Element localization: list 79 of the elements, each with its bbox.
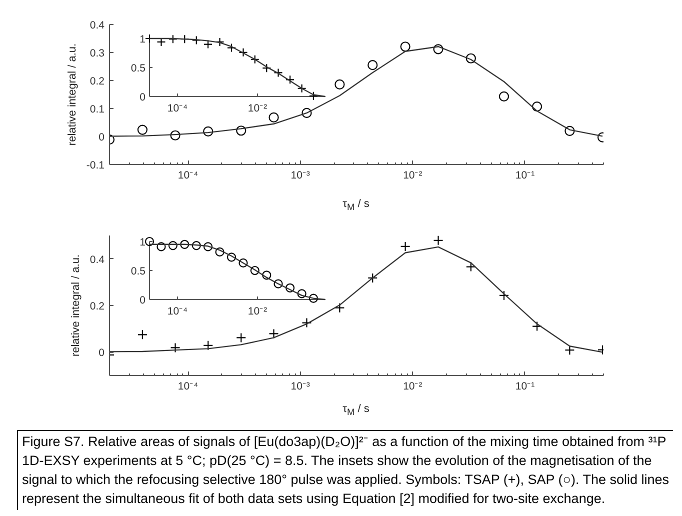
point <box>532 102 542 112</box>
point <box>297 289 306 298</box>
line-series <box>110 246 604 353</box>
caption: Figure S7. Relative areas of signals of [Eu(do3ap)(D₂O)]²⁻ as a function of the mixing time obtained from ³¹P 1D-EXSY experiments at 5 °C; pD(25 °C) = 8.5. The insets show the evolution of the magnetisation of the signal to which the refocusing selective 180° pulse was applied. Symbols: TSAP (+), SAP (○). The solid lines represent the simultaneous fit of both data sets using Equation [2] modified for two-site exchange. <box>22 433 670 508</box>
x-tick-label: 10⁻² <box>248 102 268 114</box>
x-tick-label: 10⁻¹ <box>515 380 536 392</box>
x-tick-label: 10⁻² <box>403 380 423 392</box>
x-axis-title: τ$_{M}$ / s <box>342 402 370 420</box>
x-tick-label: 10⁻³ <box>290 170 310 182</box>
y-tick-label: 0.4 <box>90 254 105 266</box>
x-axis-title: τ$_{M}$ / s <box>342 197 370 214</box>
point <box>170 342 180 353</box>
x-tick-label: 10⁻⁴ <box>178 380 198 392</box>
y-tick-label: 0.4 <box>90 20 105 32</box>
point <box>203 126 214 136</box>
x-tick-label: 10⁻⁴ <box>178 170 198 182</box>
y-tick-label: -0.1 <box>86 160 105 172</box>
point <box>203 242 213 252</box>
point <box>334 79 345 90</box>
point <box>156 242 166 252</box>
point <box>433 236 444 246</box>
point <box>564 126 575 136</box>
point <box>137 124 148 135</box>
y-tick-label: 0 <box>140 92 146 104</box>
point <box>368 60 378 70</box>
point <box>532 321 542 332</box>
line-series <box>148 244 326 300</box>
y-tick-label: 0 <box>98 132 105 144</box>
line-series <box>110 46 604 137</box>
x-tick-label: 10⁻² <box>403 170 423 182</box>
point <box>268 112 279 122</box>
x-tick-label: 10⁻¹ <box>515 170 536 182</box>
y-tick-label: 0.5 <box>130 62 146 74</box>
point <box>466 53 476 64</box>
point <box>203 40 213 49</box>
point <box>170 130 180 140</box>
point <box>215 247 224 256</box>
point <box>238 258 248 268</box>
point <box>203 340 214 350</box>
point <box>498 91 510 102</box>
point <box>236 126 246 136</box>
x-tick-label: 10⁻³ <box>290 380 310 392</box>
point <box>262 270 272 280</box>
x-tick-label: 10⁻⁴ <box>167 102 188 114</box>
point <box>168 241 178 250</box>
point <box>144 236 154 246</box>
point <box>268 328 279 339</box>
y-tick-label: 0.2 <box>90 300 105 312</box>
line-series <box>148 38 326 98</box>
y-tick-label: 0.3 <box>90 48 105 60</box>
point <box>250 54 260 64</box>
point <box>564 345 575 356</box>
point <box>192 241 201 250</box>
y-axis-title: relative integral / a.u. <box>66 43 78 146</box>
x-tick-label: 10⁻⁴ <box>167 306 188 318</box>
y-tick-label: 0.1 <box>90 104 105 116</box>
y-tick-label: 0.5 <box>130 266 146 278</box>
point <box>302 108 312 118</box>
point <box>250 266 260 276</box>
point <box>308 294 318 303</box>
point <box>236 332 246 343</box>
y-axis-title: relative integral / a.u. <box>70 254 82 357</box>
point <box>297 84 306 93</box>
x-tick-label: 10⁻² <box>248 306 268 318</box>
y-tick-label: 1 <box>140 236 146 248</box>
y-tick-label: 0 <box>140 294 146 306</box>
point <box>137 330 148 340</box>
y-tick-label: 0 <box>98 347 105 360</box>
y-tick-label: 1 <box>140 34 146 46</box>
point <box>180 240 190 249</box>
point <box>400 241 410 252</box>
point <box>498 290 510 301</box>
point <box>226 43 236 52</box>
point <box>226 252 236 262</box>
point <box>433 44 444 54</box>
point <box>274 279 283 288</box>
point <box>285 283 295 292</box>
y-tick-label: 0.2 <box>90 76 105 88</box>
point <box>400 42 410 52</box>
